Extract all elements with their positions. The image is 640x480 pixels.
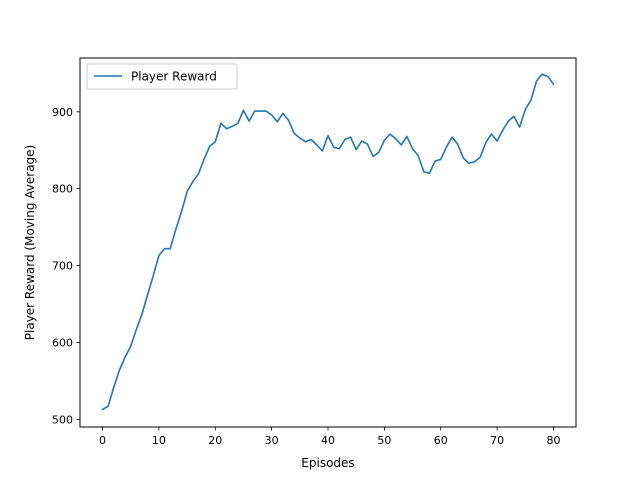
x-tick-label: 70 xyxy=(490,434,504,447)
legend: Player Reward xyxy=(86,63,238,90)
y-axis-ticks: 500 600 700 800 900 xyxy=(52,106,80,426)
x-axis-ticks: 0 10 20 30 40 50 60 70 80 xyxy=(99,427,560,447)
y-tick-label: 700 xyxy=(52,260,73,273)
y-axis-label: Player Reward (Moving Average) xyxy=(23,145,37,340)
x-tick-label: 80 xyxy=(546,434,560,447)
y-tick-label: 500 xyxy=(52,413,73,426)
y-tick-label: 800 xyxy=(52,183,73,196)
x-tick-label: 40 xyxy=(321,434,335,447)
y-tick-label: 600 xyxy=(52,336,73,349)
x-tick-label: 0 xyxy=(99,434,106,447)
x-tick-label: 30 xyxy=(265,434,279,447)
y-tick-label: 900 xyxy=(52,106,73,119)
series-line-player-reward xyxy=(101,73,555,411)
legend-box xyxy=(86,63,238,90)
data-layer xyxy=(101,73,555,411)
x-tick-label: 10 xyxy=(152,434,166,447)
x-tick-label: 60 xyxy=(434,434,448,447)
x-tick-label: 50 xyxy=(377,434,391,447)
legend-label-player-reward: Player Reward xyxy=(131,70,217,84)
x-tick-label: 20 xyxy=(208,434,222,447)
x-axis-label: Episodes xyxy=(301,456,354,470)
